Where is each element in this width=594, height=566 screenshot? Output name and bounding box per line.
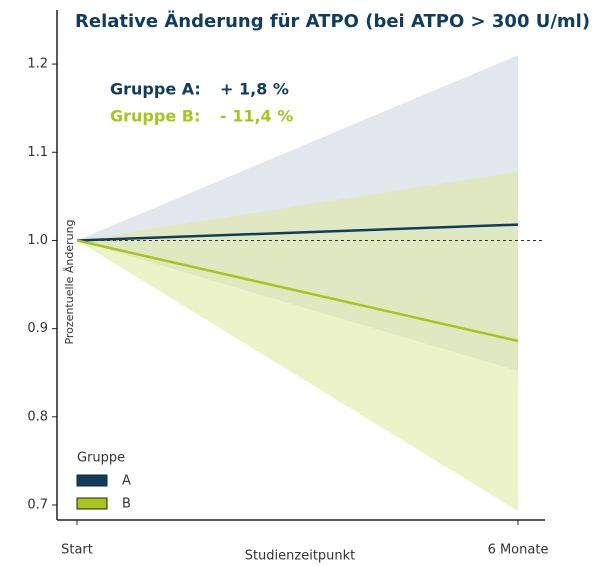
y-tick-label: 1.2	[27, 57, 48, 72]
annotation-value: + 1,8 %	[220, 80, 289, 99]
line	[76, 239, 519, 343]
y-tick-label: 0.9	[27, 321, 48, 336]
legend-swatch	[76, 474, 108, 487]
legend-swatch	[76, 497, 108, 510]
annotation-label: Gruppe A:	[110, 80, 201, 99]
y-tick-label: 0.8	[27, 409, 48, 424]
legend-label: B	[122, 497, 131, 512]
x-tick-label: 6 Monate	[488, 543, 549, 558]
x-axis-label: Studienzeitpunkt	[245, 549, 356, 564]
y-tick-label: 0.7	[27, 498, 48, 513]
annotation-value: - 11,4 %	[220, 107, 293, 126]
legend-title: Gruppe	[77, 451, 125, 466]
y-tick-label: 1.1	[27, 145, 48, 160]
x-tick-label: Start	[61, 543, 93, 558]
y-tick-label: 1.0	[27, 233, 48, 248]
confidence-band	[77, 171, 518, 512]
chart-title: Relative Änderung für ATPO (bei ATPO > 3…	[75, 10, 590, 32]
y-axis-label: Prozentuelle Änderung	[63, 219, 76, 344]
annotation-label: Gruppe B:	[110, 107, 200, 126]
legend-label: A	[122, 474, 131, 489]
line	[76, 223, 519, 242]
